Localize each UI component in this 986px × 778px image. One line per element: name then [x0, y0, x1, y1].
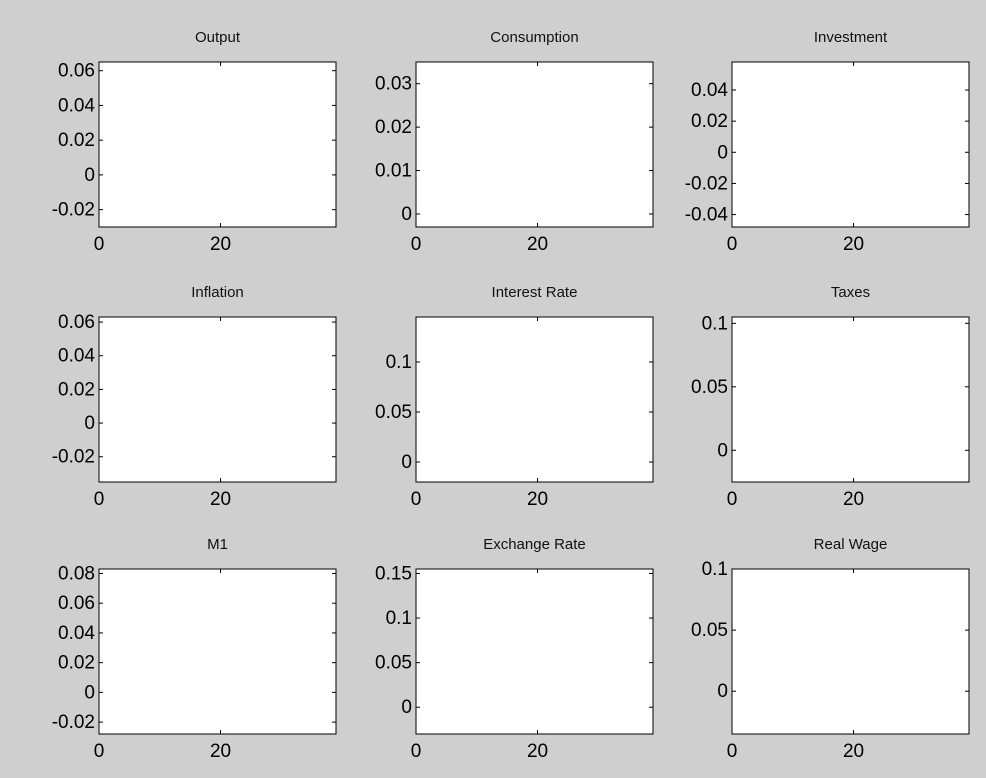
panel-title: Consumption [490, 29, 578, 46]
x-tick-label: 20 [843, 489, 864, 510]
y-tick-label: 0 [717, 681, 728, 702]
y-tick-label: 0.03 [375, 74, 412, 95]
panel-title: Inflation [191, 284, 244, 301]
y-tick-label: 0.05 [375, 402, 412, 423]
panel-exchange-rate: Exchange Rate 0 0.05 0.1 0.15 0 20 [375, 536, 654, 762]
y-tick-label: 0.02 [58, 653, 95, 674]
y-tick-label: 0.01 [375, 161, 412, 182]
x-tick-label: 0 [94, 489, 105, 510]
panel-output: Output -0.02 0 0.02 0.04 0.06 0 20 [52, 29, 337, 255]
x-tick-label: 0 [94, 234, 105, 255]
y-tick-label: 0 [84, 413, 95, 434]
panel-m1: M1 -0.02 0 0.02 0.04 0.06 0.08 0 20 [52, 536, 337, 762]
axes-frame [731, 316, 970, 483]
x-tick-label: 20 [210, 234, 231, 255]
x-tick-label: 0 [411, 234, 422, 255]
x-tick-label: 0 [94, 741, 105, 762]
y-tick-label: 0 [84, 682, 95, 703]
x-tick-label: 0 [727, 234, 738, 255]
x-tick-label: 0 [411, 741, 422, 762]
y-tick-label: 0.02 [58, 130, 95, 151]
y-tick-label: 0.1 [702, 313, 728, 334]
y-tick-label: 0.06 [58, 61, 95, 82]
x-tick-label: 0 [727, 741, 738, 762]
axes-frame [415, 316, 654, 483]
x-tick-label: 20 [527, 741, 548, 762]
y-tick-label: 0 [717, 440, 728, 461]
panel-taxes: Taxes 0 0.05 0.1 0 20 [691, 284, 970, 510]
axes-frame [415, 61, 654, 228]
axes-frame [415, 568, 654, 735]
y-tick-label: 0.05 [375, 653, 412, 674]
y-tick-label: -0.02 [52, 712, 95, 733]
panel-investment: Investment -0.04 -0.02 0 0.02 0.04 0 20 [685, 29, 970, 255]
y-tick-label: 0 [717, 142, 728, 163]
panel-real-wage: Real Wage 0 0.05 0.1 0 20 [691, 536, 970, 762]
y-tick-label: 0 [401, 204, 412, 225]
y-tick-label: -0.04 [685, 205, 729, 226]
x-tick-label: 20 [843, 741, 864, 762]
y-tick-label: 0.06 [58, 593, 95, 614]
axes-frame [731, 568, 970, 735]
y-tick-label: 0 [401, 452, 412, 473]
x-tick-label: 20 [527, 489, 548, 510]
panel-title: Investment [814, 29, 888, 46]
axes-frame [98, 568, 337, 735]
y-tick-label: 0.04 [691, 80, 728, 101]
y-tick-label: -0.02 [52, 200, 95, 221]
y-tick-label: 0.02 [691, 111, 728, 132]
x-tick-label: 20 [210, 489, 231, 510]
axes-frame [98, 61, 337, 228]
y-tick-label: 0.02 [58, 379, 95, 400]
y-tick-label: -0.02 [52, 447, 95, 468]
x-tick-label: 20 [527, 234, 548, 255]
y-tick-label: 0 [401, 697, 412, 718]
y-tick-label: 0.1 [386, 352, 412, 373]
y-tick-label: 0.04 [58, 346, 95, 367]
panel-title: M1 [207, 536, 228, 553]
panel-title: Interest Rate [492, 284, 578, 301]
panel-title: Real Wage [814, 536, 888, 553]
x-tick-label: 0 [727, 489, 738, 510]
panel-title: Output [195, 29, 241, 46]
panel-title: Exchange Rate [483, 536, 586, 553]
axes-frame [98, 316, 337, 483]
axes-frame [731, 61, 970, 228]
y-tick-label: 0.06 [58, 312, 95, 333]
y-tick-label: 0.04 [58, 623, 95, 644]
panel-inflation: Inflation -0.02 0 0.02 0.04 0.06 0 20 [52, 284, 337, 510]
y-tick-label: 0.15 [375, 563, 412, 584]
x-tick-label: 20 [843, 234, 864, 255]
x-tick-label: 20 [210, 741, 231, 762]
y-tick-label: 0.1 [702, 559, 728, 580]
y-tick-label: 0.05 [691, 620, 728, 641]
y-tick-label: 0.02 [375, 117, 412, 138]
y-tick-label: 0.08 [58, 563, 95, 584]
y-tick-label: 0.1 [386, 608, 412, 629]
y-tick-label: 0 [84, 165, 95, 186]
x-tick-label: 0 [411, 489, 422, 510]
panel-consumption: Consumption 0 0.01 0.02 0.03 0 20 [375, 29, 654, 255]
y-tick-label: 0.04 [58, 95, 95, 116]
panel-title: Taxes [831, 284, 870, 301]
y-tick-label: 0.05 [691, 377, 728, 398]
y-tick-label: -0.02 [685, 173, 728, 194]
panel-interest-rate: Interest Rate 0 0.05 0.1 0 20 [375, 284, 654, 510]
